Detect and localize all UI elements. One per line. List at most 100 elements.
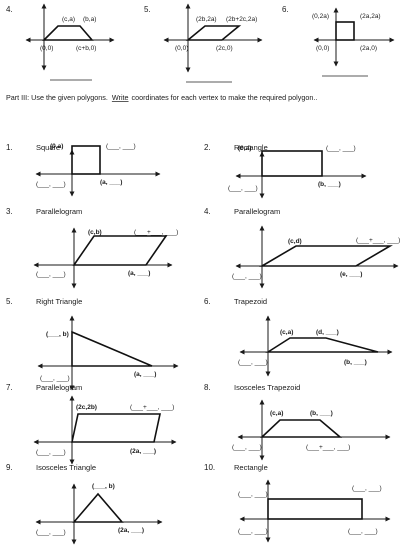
vertex-label: (2a, ___)	[118, 527, 144, 534]
problem-number: 2.	[204, 143, 211, 152]
vertex-label[interactable]: (___, ___)	[232, 444, 262, 451]
vertex-label: (0,0)	[175, 45, 188, 52]
problem-7-parallelogram: 7. Parallelogram (2c,2b) (___+___, ___) …	[6, 383, 177, 465]
problem-number: 9.	[6, 463, 13, 472]
vertex-label: (2b+2c,2a)	[226, 16, 257, 23]
problem-number: 10.	[204, 463, 215, 472]
vertex-label[interactable]: (___+___, ___)	[134, 229, 178, 236]
vertex-label: (c+b,0)	[76, 45, 96, 52]
parallelogram-shape	[72, 235, 168, 266]
problem-4-parallelogram: 4. Parallelogram (c,d) (___+___, ___) (_…	[204, 207, 400, 289]
vertex-label[interactable]: (___, ___)	[36, 181, 66, 188]
vertex-label[interactable]: (___+___, ___)	[356, 237, 400, 244]
vertex-label[interactable]: (___+___, ___)	[130, 404, 174, 411]
vertex-label[interactable]: (___, ___)	[36, 271, 66, 278]
problem-5-right-triangle: 5. Right Triangle (___, b) (___, ___) (a…	[6, 297, 179, 391]
triangle-shape	[71, 330, 153, 367]
vertex-label: (2b,2a)	[196, 16, 217, 23]
vertex-label: (a, ___)	[134, 371, 156, 378]
problem-number: 3.	[6, 207, 13, 216]
vertex-label[interactable]: (___, ___)	[40, 375, 70, 382]
vertex-label[interactable]: (___, ___)	[238, 528, 268, 535]
parallelogram-shape	[185, 25, 242, 41]
vertex-label: (0,0)	[40, 45, 53, 52]
vertex-label[interactable]: (___, ___)	[238, 359, 268, 366]
triangle-shape	[72, 492, 124, 523]
top-problem-4: 4. (c,a) (b,a) (0,0) (c+b,0)	[6, 3, 115, 81]
problem-8-isosceles-trapezoid: 8. Isosceles Trapezoid (c,a) (b, ___) (_…	[204, 383, 391, 461]
vertex-label[interactable]: (___, ___)	[238, 491, 268, 498]
vertex-label[interactable]: (___, ___)	[326, 145, 356, 152]
problem-number: 5.	[144, 5, 151, 14]
problem-6-trapezoid: 6. Trapezoid (c,a) (d, ___) (___, ___) (…	[204, 297, 393, 377]
vertex-label: (b, ___)	[318, 181, 341, 188]
vertex-label[interactable]: (___, ___)	[348, 528, 378, 535]
problem-9-isosceles-triangle: 9. Isosceles Triangle (___, b) (___, ___…	[6, 463, 163, 545]
vertex-label: (c,d)	[288, 238, 302, 245]
rectangle-shape	[267, 498, 363, 520]
part-three-instructions: Part III: Use the given polygons. Write co…	[6, 93, 317, 102]
problem-title: Rectangle	[234, 463, 268, 472]
vertex-label: (2a, ___)	[130, 448, 156, 455]
top-problem-6: 6. (0,2a) (2a,2a) (0,0) (2a,0)	[282, 5, 395, 77]
problem-title: Parallelogram	[36, 207, 82, 216]
rectangle-shape	[261, 150, 323, 177]
problem-number: 4.	[6, 5, 13, 14]
square-shape	[335, 21, 355, 41]
vertex-label: (c,a)	[270, 410, 283, 417]
vertex-label[interactable]: (___, ___)	[106, 143, 136, 150]
problem-1-square: 1. Square (0,a) (___, ___) (___, ___) (a…	[6, 143, 161, 197]
problem-title: Parallelogram	[36, 383, 82, 392]
problem-title: Isosceles Trapezoid	[234, 383, 300, 392]
problem-title: Rectangle	[234, 143, 268, 152]
vertex-label: (b, ___)	[310, 410, 333, 417]
problem-title: Parallelogram	[234, 207, 280, 216]
problem-2-rectangle: 2. Rectangle (0,a) (___, ___) (___, ___)…	[204, 143, 367, 199]
vertex-label: (0,0)	[316, 45, 329, 52]
problem-title: Right Triangle	[36, 297, 82, 306]
problem-3-parallelogram: 3. Parallelogram (c,b) (___+___, ___) (_…	[6, 207, 178, 289]
vertex-label[interactable]: (___, ___)	[36, 529, 66, 536]
square-shape	[71, 145, 101, 175]
parallelogram-shape	[71, 413, 161, 443]
vertex-label: (2c,2b)	[76, 404, 97, 411]
problem-number: 7.	[6, 383, 13, 392]
vertex-label: (e, ___)	[340, 271, 362, 278]
problem-number: 5.	[6, 297, 13, 306]
vertex-label: (___, b)	[46, 331, 69, 338]
vertex-label[interactable]: (___, ___)	[352, 485, 382, 492]
vertex-label: (2a,2a)	[360, 13, 381, 20]
problem-number: 4.	[204, 207, 211, 216]
vertex-label[interactable]: (___, ___)	[228, 185, 258, 192]
vertex-label: (c,a)	[280, 329, 293, 336]
problem-number: 8.	[204, 383, 211, 392]
problem-number: 6.	[282, 5, 289, 14]
vertex-label: (a, ___)	[100, 179, 122, 186]
problem-title: Trapezoid	[234, 297, 267, 306]
vertex-label: (c,b)	[88, 229, 102, 236]
vertex-label: (0,a)	[50, 143, 63, 150]
vertex-label: (c,a)	[62, 16, 75, 23]
vertex-label[interactable]: (___, ___)	[36, 449, 66, 456]
trapezoid-shape	[265, 337, 379, 353]
vertex-label: (2a,0)	[360, 45, 377, 52]
problem-10-rectangle: 10. Rectangle (___, ___) (___, ___) (___…	[204, 463, 391, 543]
vertex-label: (a, ___)	[128, 270, 150, 277]
vertex-label[interactable]: (___, ___)	[232, 273, 262, 280]
problem-title: Square	[36, 143, 60, 152]
vertex-label: (b, ___)	[344, 359, 367, 366]
trapezoid-shape	[259, 419, 343, 438]
problem-number: 6.	[204, 297, 211, 306]
vertex-label: (0,a)	[238, 145, 251, 152]
top-problem-5: 5. (2b,2a) (2b+2c,2a) (0,0) (2c,0)	[144, 3, 263, 83]
vertex-label[interactable]: (___+___, ___)	[306, 444, 350, 451]
parallelogram-shape	[259, 245, 393, 267]
vertex-label: (d, ___)	[316, 329, 339, 336]
vertex-label: (0,2a)	[312, 13, 329, 20]
trapezoid-shape	[42, 25, 94, 41]
problem-title: Isosceles Triangle	[36, 463, 96, 472]
vertex-label: (b,a)	[83, 16, 96, 23]
vertex-label: (2c,0)	[216, 45, 233, 52]
vertex-label: (___, b)	[92, 483, 115, 490]
